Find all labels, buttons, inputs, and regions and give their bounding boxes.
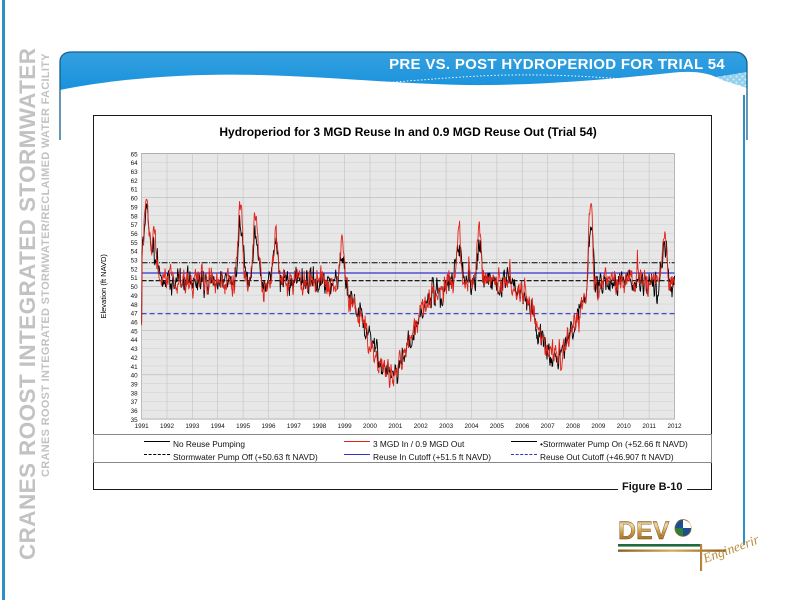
svg-text:62: 62 [131,178,139,185]
svg-text:2005: 2005 [490,423,505,430]
svg-text:56: 56 [131,231,139,238]
svg-text:64: 64 [131,160,139,167]
svg-text:1991: 1991 [135,423,150,430]
svg-text:54: 54 [131,249,139,256]
svg-text:2004: 2004 [464,423,479,430]
svg-text:47: 47 [131,311,139,318]
svg-text:45: 45 [131,328,139,335]
svg-text:42: 42 [131,355,139,362]
svg-text:43: 43 [131,346,139,353]
svg-text:1994: 1994 [211,423,226,430]
svg-text:58: 58 [131,213,139,220]
svg-text:2000: 2000 [363,423,378,430]
svg-text:48: 48 [131,302,139,309]
svg-text:1993: 1993 [185,423,200,430]
svg-text:38: 38 [131,390,139,397]
svg-text:Engineering: Engineering [700,529,758,566]
svg-text:2003: 2003 [439,423,454,430]
svg-text:50: 50 [131,284,139,291]
svg-text:Elevation (ft NAVD): Elevation (ft NAVD) [99,254,108,319]
svg-text:2010: 2010 [617,423,632,430]
svg-text:Hydroperiod for 3 MGD Reuse In: Hydroperiod for 3 MGD Reuse In and 0.9 M… [219,125,596,139]
svg-text:53: 53 [131,258,139,265]
svg-text:2012: 2012 [667,423,682,430]
svg-text:37: 37 [131,399,139,406]
svg-text:1995: 1995 [236,423,251,430]
svg-text:2002: 2002 [414,423,429,430]
svg-text:1992: 1992 [160,423,175,430]
svg-text:39: 39 [131,382,139,389]
svg-text:DEV: DEV [618,517,670,545]
svg-text:44: 44 [131,337,139,344]
svg-text:52: 52 [131,266,139,273]
svg-text:1998: 1998 [312,423,327,430]
svg-text:2006: 2006 [515,423,530,430]
svg-text:1996: 1996 [261,423,276,430]
svg-text:36: 36 [131,408,139,415]
svg-text:1997: 1997 [287,423,302,430]
svg-text:63: 63 [131,169,139,176]
svg-text:55: 55 [131,240,139,247]
svg-text:2009: 2009 [591,423,606,430]
svg-text:46: 46 [131,320,139,327]
svg-text:61: 61 [131,187,139,194]
svg-text:2007: 2007 [541,423,556,430]
svg-text:40: 40 [131,373,139,380]
svg-text:65: 65 [131,151,139,158]
svg-text:57: 57 [131,222,139,229]
svg-text:2008: 2008 [566,423,581,430]
svg-text:1999: 1999 [338,423,353,430]
svg-text:59: 59 [131,204,139,211]
svg-text:49: 49 [131,293,139,300]
svg-text:60: 60 [131,196,139,203]
svg-text:41: 41 [131,364,139,371]
svg-text:2011: 2011 [642,423,656,430]
svg-text:2001: 2001 [388,423,403,430]
svg-text:51: 51 [131,275,139,282]
